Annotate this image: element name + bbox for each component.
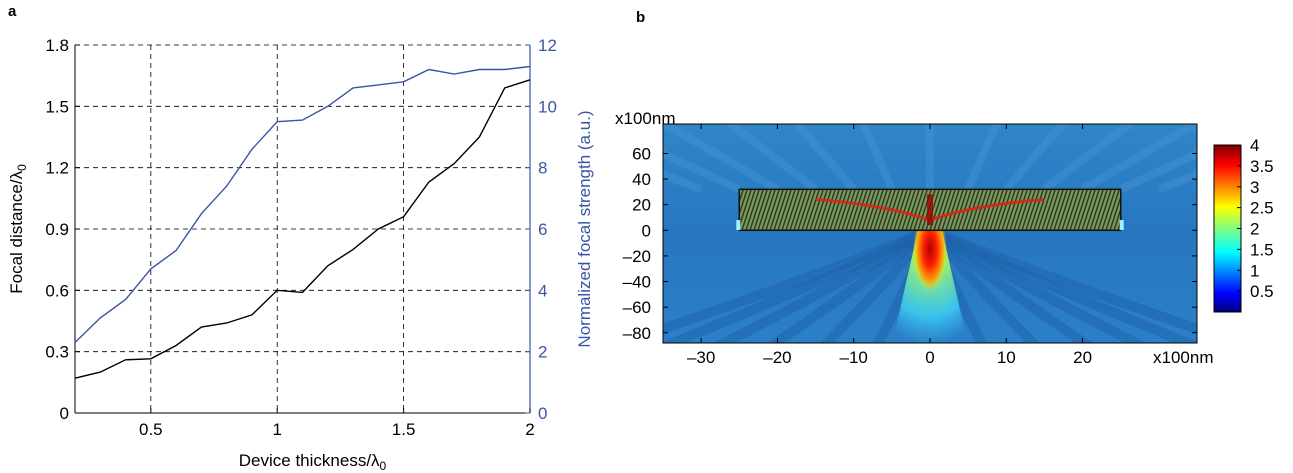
fringe-upper bbox=[1157, 170, 1197, 194]
fringe-upper bbox=[1003, 124, 1069, 192]
colorbar-tick-label: 1 bbox=[1250, 261, 1259, 280]
colorbar-tick-label: 2 bbox=[1250, 220, 1259, 239]
fringe bbox=[663, 225, 933, 343]
y-left-tick-label: 1.2 bbox=[45, 159, 69, 178]
y-right-axis-label: Normalized focal strength (a.u.) bbox=[575, 110, 594, 347]
fringe-upper bbox=[859, 124, 896, 191]
x-tick-label: 0.5 bbox=[139, 420, 163, 439]
y-left-tick-label: 0.3 bbox=[45, 343, 69, 362]
x-axis-label: Device thickness/λ0 bbox=[239, 451, 387, 473]
y-tick-label: –60 bbox=[623, 298, 651, 317]
y-left-tick-label: 0.6 bbox=[45, 281, 69, 300]
y-left-tick-label: 0 bbox=[60, 404, 69, 423]
y-right-tick-label: 8 bbox=[538, 159, 547, 178]
device-edge-glint-right bbox=[1119, 220, 1124, 231]
fringe-upper bbox=[791, 124, 857, 192]
y-left-tick-label: 0.9 bbox=[45, 220, 69, 239]
x-tick-label: 1 bbox=[272, 420, 281, 439]
fringe-upper bbox=[663, 149, 741, 193]
fringe bbox=[928, 225, 1197, 335]
heatmap-field bbox=[663, 124, 1197, 343]
fringe-upper bbox=[1119, 149, 1197, 193]
x-tick-label: 1.5 bbox=[392, 420, 416, 439]
y-tick-label: –80 bbox=[623, 324, 651, 343]
y-left-axis-label: Focal distance/λ0 bbox=[7, 164, 29, 294]
fringe-upper bbox=[1080, 124, 1197, 193]
focal-strength-line bbox=[74, 65, 531, 344]
y-unit-label: x100nm bbox=[615, 109, 675, 128]
colorbar-tick-label: 3 bbox=[1250, 178, 1259, 197]
y-right-tick-label: 6 bbox=[538, 220, 547, 239]
colorbar-tick-label: 3.5 bbox=[1250, 157, 1274, 176]
y-tick-label: –40 bbox=[623, 273, 651, 292]
x-tick-label: 2 bbox=[525, 420, 534, 439]
panel-a-chart: 0.5 1 1.5 200.30.60.91.21.51.8024681012Devi… bbox=[7, 36, 594, 473]
fringe-upper bbox=[663, 170, 703, 194]
fringe-upper bbox=[663, 124, 780, 193]
y-right-tick-label: 2 bbox=[538, 343, 547, 362]
y-tick-label: 20 bbox=[632, 196, 651, 215]
y-tick-label: 0 bbox=[642, 221, 651, 240]
device-edge-glint-left bbox=[736, 220, 741, 231]
focal-distance-line bbox=[74, 79, 531, 379]
x-unit-label: x100nm bbox=[1153, 348, 1213, 367]
fringe bbox=[663, 225, 932, 335]
fringe-upper bbox=[1195, 185, 1197, 190]
x-tick-label: –20 bbox=[763, 348, 791, 367]
panel-b-chart: –30 –20 –10 0 10 20 60 40 20 0 –20 –40 –60 –80 x100nm x… bbox=[615, 109, 1274, 367]
fringe-upper bbox=[964, 124, 1001, 191]
x-tick-label: 10 bbox=[997, 348, 1016, 367]
x-tick-label: 0 bbox=[925, 348, 934, 367]
fringe bbox=[927, 226, 1148, 343]
fringe bbox=[927, 225, 1197, 343]
y-right-tick-label: 10 bbox=[538, 97, 557, 116]
fringe-upper bbox=[663, 185, 665, 190]
device-outline bbox=[738, 188, 1122, 232]
y-right-tick-label: 0 bbox=[538, 404, 547, 423]
fringe bbox=[712, 226, 933, 343]
y-right-tick-label: 4 bbox=[538, 281, 547, 300]
colorbar-tick-label: 0.5 bbox=[1250, 282, 1274, 301]
colorbar-tick-label: 4 bbox=[1250, 136, 1259, 155]
y-tick-label: 60 bbox=[632, 144, 651, 163]
y-left-tick-label: 1.8 bbox=[45, 36, 69, 55]
panel-a-label: a bbox=[8, 3, 17, 20]
y-right-tick-label: 12 bbox=[538, 36, 557, 55]
x-tick-label: 20 bbox=[1073, 348, 1092, 367]
y-tick-label: –20 bbox=[623, 247, 651, 266]
x-tick-label: –30 bbox=[687, 348, 715, 367]
fringe-upper bbox=[724, 124, 819, 193]
y-tick-label: 40 bbox=[632, 170, 651, 189]
fringe-upper bbox=[1041, 124, 1136, 193]
colorbar-tick-label: 1.5 bbox=[1250, 240, 1274, 259]
y-left-tick-label: 1.5 bbox=[45, 97, 69, 116]
x-tick-label: –10 bbox=[840, 348, 868, 367]
colorbar-tick-label: 2.5 bbox=[1250, 199, 1274, 218]
panel-b-label: b bbox=[636, 9, 645, 26]
colorbar bbox=[1213, 144, 1242, 313]
